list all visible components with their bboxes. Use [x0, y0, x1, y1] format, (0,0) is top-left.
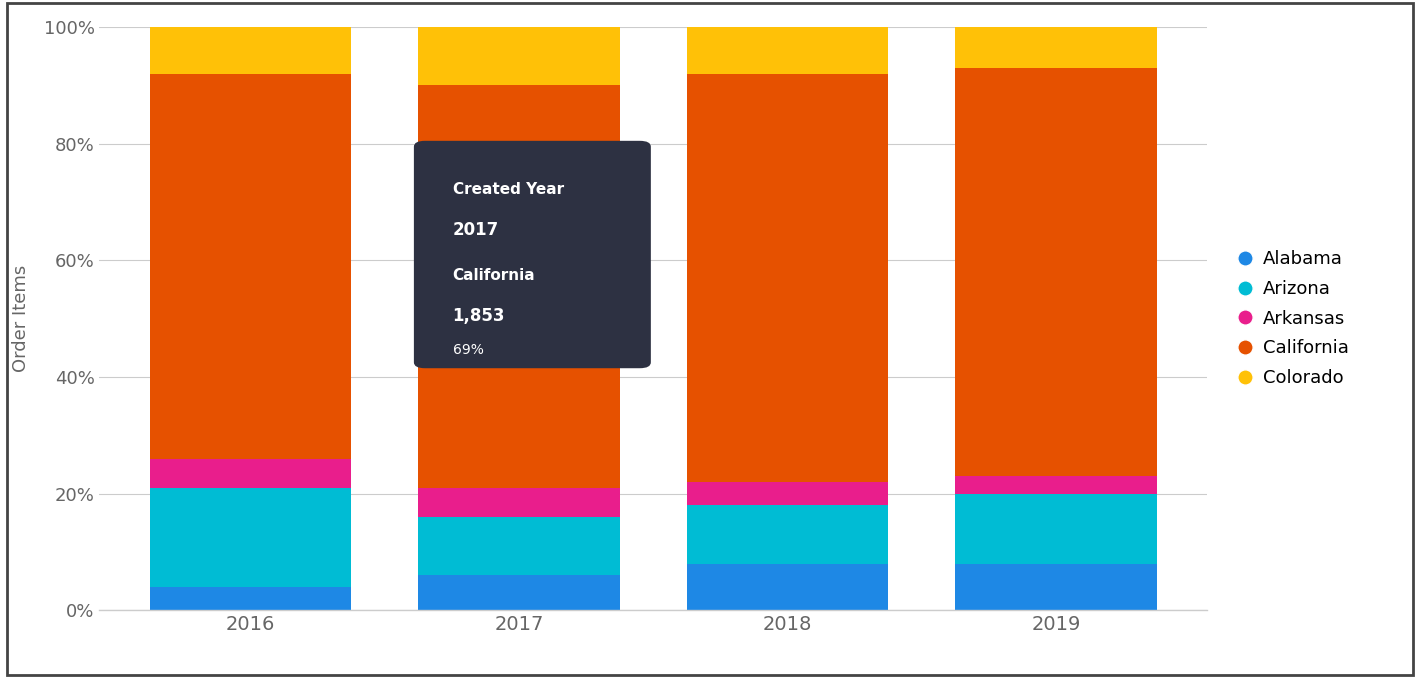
Bar [149, 487, 351, 587]
Bar [419, 575, 619, 610]
Bar [149, 27, 351, 74]
Text: 69%: 69% [453, 343, 484, 357]
Bar [419, 487, 619, 517]
Bar [149, 74, 351, 458]
Text: 2017: 2017 [453, 221, 498, 239]
Bar [149, 458, 351, 487]
Y-axis label: Order Items: Order Items [11, 265, 30, 372]
Bar [956, 68, 1157, 476]
Text: 1,853: 1,853 [453, 308, 506, 325]
Bar [687, 505, 888, 563]
Bar [419, 85, 619, 487]
Bar [956, 494, 1157, 563]
Bar [687, 27, 888, 74]
Bar [419, 27, 619, 85]
FancyBboxPatch shape [413, 141, 650, 368]
Legend: Alabama, Arizona, Arkansas, California, Colorado: Alabama, Arizona, Arkansas, California, … [1227, 241, 1358, 396]
Bar [687, 482, 888, 505]
Bar [687, 563, 888, 610]
Bar [956, 476, 1157, 494]
Bar [956, 563, 1157, 610]
Bar [149, 587, 351, 610]
Bar [419, 517, 619, 575]
Bar [687, 74, 888, 482]
Text: Created Year: Created Year [453, 182, 564, 197]
Text: California: California [453, 268, 535, 283]
Bar [956, 27, 1157, 68]
